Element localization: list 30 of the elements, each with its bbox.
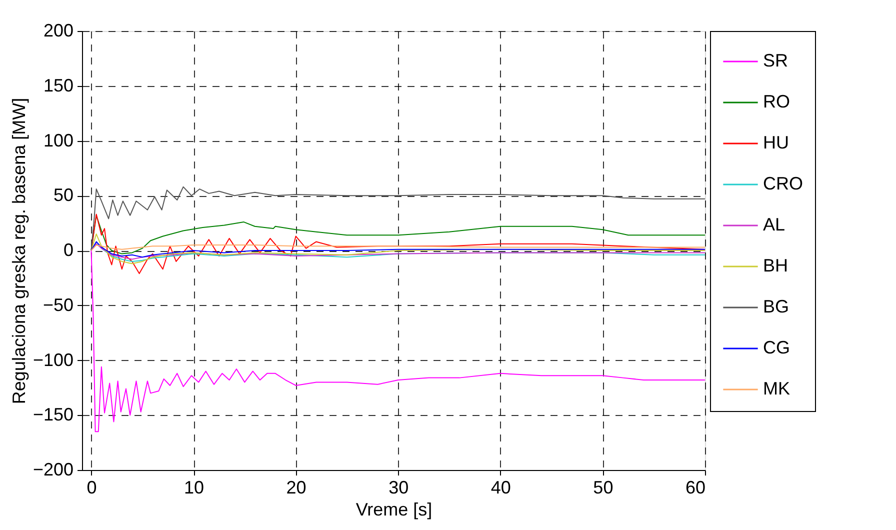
y-tick-label: 200 [43, 20, 74, 40]
legend-label: SR [763, 50, 788, 70]
y-tick-label: −100 [32, 350, 74, 370]
y-tick-label: 100 [43, 130, 74, 150]
y-tick-label: 50 [53, 185, 74, 206]
legend-label: CRO [763, 174, 803, 194]
x-tick-label: 10 [184, 478, 204, 498]
legend-label: BG [763, 296, 790, 316]
y-tick-label: 150 [43, 75, 74, 96]
legend-label: MK [763, 378, 790, 398]
legend-label: BH [763, 256, 788, 276]
line-series [90, 250, 706, 432]
line-series [90, 186, 706, 251]
x-tick-label: 50 [593, 478, 614, 498]
legend-label: CG [763, 338, 790, 358]
legend-label: AL [763, 214, 786, 234]
legend-label: RO [763, 92, 790, 112]
x-tick-label: 0 [86, 478, 97, 498]
y-tick-label: 0 [63, 240, 74, 260]
y-axis-title: Regulaciona greska reg. basena [MW] [8, 98, 29, 404]
line-series [90, 234, 706, 264]
x-axis-title: Vreme [s] [356, 500, 432, 520]
x-tick-label: 20 [286, 478, 306, 498]
x-tick-label: 30 [388, 478, 409, 498]
legend-label: HU [763, 132, 789, 152]
y-tick-label: −50 [42, 294, 74, 315]
y-tick-label: −200 [32, 460, 74, 480]
x-tick-label: 40 [490, 478, 511, 498]
y-tick-label: −150 [32, 404, 74, 425]
x-tick-label: 60 [685, 478, 706, 498]
